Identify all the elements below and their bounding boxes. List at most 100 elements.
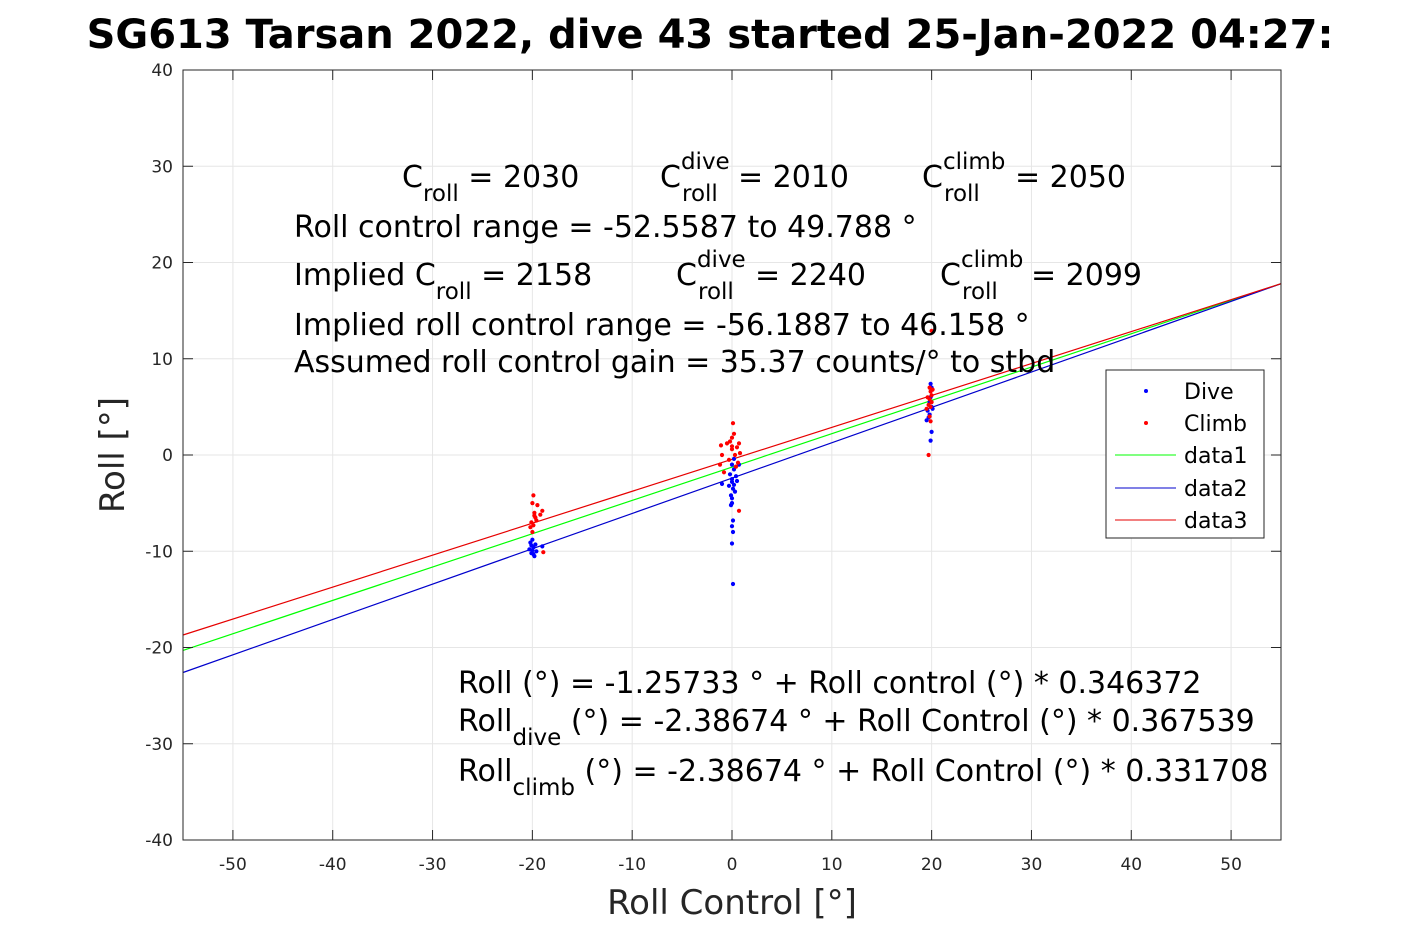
data-point-dive: [928, 438, 933, 443]
annotation-implied-c-roll: Implied Croll = 2158: [294, 258, 592, 305]
annotation-c-roll-climb: Cclimb: [922, 149, 1005, 195]
x-tick-label: -40: [319, 855, 347, 875]
annotation-fit-climb: Rollclimb (°) = -2.38674 ° + Roll Contro…: [458, 754, 1268, 801]
data-point-climb: [727, 439, 733, 444]
y-tick-label: 10: [151, 350, 173, 370]
data-point-dive: [729, 541, 735, 546]
data-point-climb: [927, 385, 932, 390]
data-point-dive: [533, 542, 538, 547]
legend-label-data1: data1: [1184, 444, 1248, 469]
ticks: -50 -40 -30 -20 -10 0 10 20 30 40 50 -40 -30 -20 -10 0 1…: [145, 61, 1281, 875]
data-point-climb: [538, 512, 543, 517]
legend-box: [1105, 369, 1265, 539]
y-axis-label: Roll [°]: [93, 397, 133, 513]
x-axis-label: Roll Control [°]: [607, 883, 857, 923]
annotation-implied-c-roll-dive-sub: roll: [698, 279, 734, 305]
x-tick-label: -30: [419, 855, 447, 875]
data-point-dive: [529, 551, 534, 556]
data-point-climb: [735, 460, 741, 465]
data-point-climb: [930, 387, 935, 392]
data-point-climb: [929, 400, 934, 405]
data-point-dive: [731, 456, 737, 461]
y-tick-label: 30: [151, 157, 173, 177]
y-tick-label: 0: [162, 446, 173, 466]
data-point-climb: [928, 419, 933, 424]
data-point-climb: [925, 395, 930, 400]
x-tick-label: -10: [618, 855, 646, 875]
annotation-gain: Assumed roll control gain = 35.37 counts…: [294, 345, 1055, 380]
data-point-climb: [926, 452, 931, 458]
annotation-implied-c-roll-climb-sub: roll: [962, 279, 998, 305]
data-point-dive: [728, 503, 734, 508]
data-point-dive: [729, 496, 735, 501]
legend-label-climb: Climb: [1184, 412, 1247, 437]
annotation-c-roll-dive-sub: roll: [682, 181, 718, 207]
data-point-climb: [924, 406, 929, 411]
annotation-c-roll-dive: Cdive: [660, 149, 730, 195]
data-point-dive: [730, 581, 736, 587]
y-tick-label: -10: [145, 542, 173, 562]
chart-title: SG613 Tarsan 2022, dive 43 started 25-Ja…: [87, 12, 1334, 58]
data-point-climb: [733, 464, 739, 469]
data-point-climb: [737, 451, 743, 456]
legend-label-data2: data2: [1184, 477, 1248, 502]
y-tick-label: 20: [151, 254, 173, 274]
data-point-climb: [540, 508, 545, 513]
annotation-c-roll-dive-value: = 2010: [738, 160, 849, 195]
annotation-implied-c-roll-climb-value: = 2099: [1031, 258, 1142, 293]
data-point-dive: [727, 472, 733, 477]
data-point-climb: [729, 444, 735, 449]
x-tick-label: 50: [1220, 855, 1242, 875]
data-point-climb: [719, 452, 725, 458]
data-point-dive: [729, 462, 735, 467]
annotation-implied-c-roll-dive: Cdive: [676, 247, 746, 293]
annotation-fit-dive: Rolldive (°) = -2.38674 ° + Roll Control…: [458, 704, 1255, 751]
x-tick-label: 30: [1021, 855, 1043, 875]
legend-label-dive: Dive: [1184, 380, 1234, 405]
data-point-climb: [929, 393, 934, 398]
data-point-dive: [929, 429, 934, 434]
x-tick-label: 0: [727, 855, 738, 875]
data-point-dive: [540, 544, 545, 549]
annotation-roll-range: Roll control range = -52.5587 to 49.788 …: [294, 210, 917, 245]
annotation-c-roll: Croll = 2030: [402, 160, 579, 207]
y-tick-label: -30: [145, 735, 173, 755]
x-tick-label: 40: [1120, 855, 1142, 875]
data-point-climb: [927, 414, 932, 419]
data-point-climb: [541, 550, 546, 555]
data-point-climb: [530, 529, 535, 535]
annotation-implied-c-roll-dive-value: = 2240: [755, 258, 866, 293]
data-point-climb: [530, 501, 535, 506]
legend: Dive Climb data1 data2 data3: [1105, 369, 1265, 539]
data-point-dive: [730, 518, 736, 523]
x-tick-label: -50: [219, 855, 247, 875]
data-point-climb: [717, 462, 723, 467]
data-point-climb: [736, 508, 742, 513]
data-point-dive: [732, 489, 738, 494]
x-tick-label: 20: [921, 855, 943, 875]
data-point-dive: [928, 381, 933, 386]
data-point-climb: [528, 525, 533, 530]
y-tick-label: -20: [145, 639, 173, 659]
data-point-climb: [732, 452, 738, 458]
series-line-data1: [182, 283, 1282, 651]
data-point-dive: [532, 554, 537, 559]
data-point-climb: [721, 470, 727, 475]
legend-marker-climb: [1144, 421, 1148, 425]
legend-marker-dive: [1144, 389, 1148, 393]
x-tick-label: -20: [518, 855, 546, 875]
data-point-climb: [736, 441, 742, 446]
data-point-dive: [719, 481, 725, 486]
annotation-fit-all: Roll (°) = -1.25733 ° + Roll control (°)…: [458, 666, 1202, 701]
data-point-climb: [729, 435, 735, 440]
y-tick-label: 40: [151, 61, 173, 81]
data-point-climb: [724, 441, 730, 446]
data-point-climb: [718, 443, 724, 448]
y-tick-label: -40: [145, 831, 173, 851]
data-point-climb: [731, 431, 737, 436]
data-point-climb: [531, 493, 536, 498]
data-point-climb: [928, 404, 933, 409]
data-point-dive: [729, 524, 735, 529]
data-point-climb: [726, 457, 732, 462]
